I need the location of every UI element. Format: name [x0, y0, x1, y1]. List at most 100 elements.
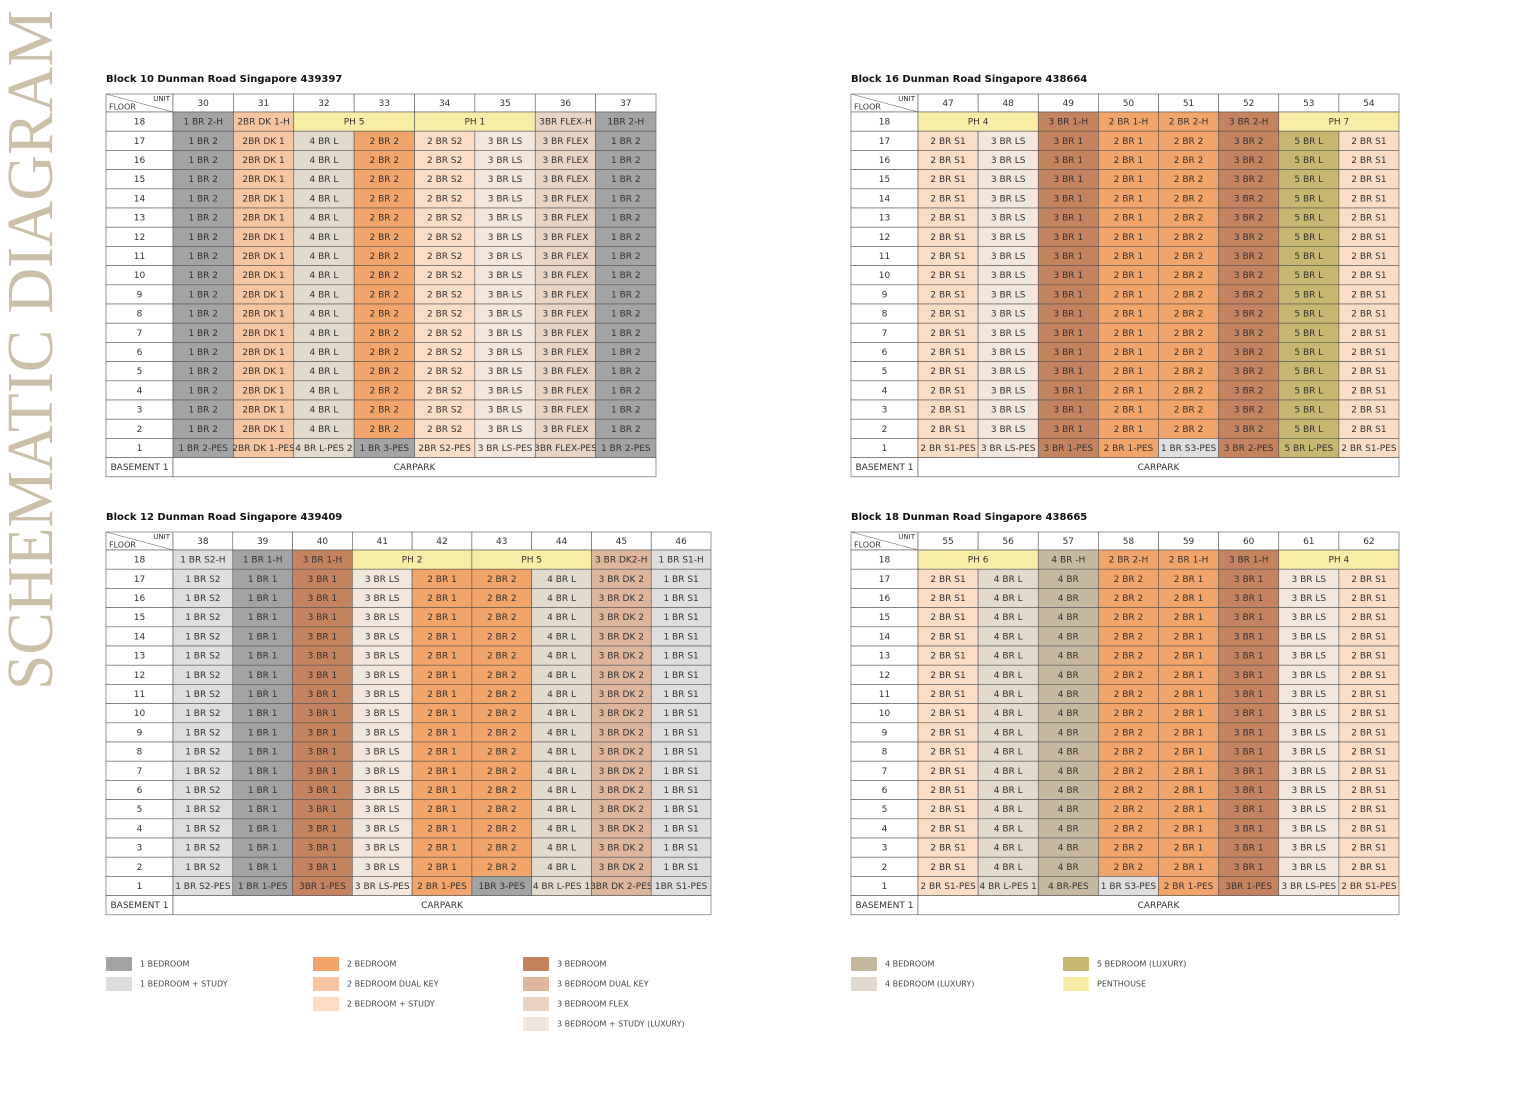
- cell-label: 4 BR L-PES 1: [979, 882, 1036, 892]
- cell-label: 1 BR 1: [248, 594, 278, 604]
- cell-label: 3 BR LS: [991, 406, 1026, 416]
- cell-label: 1 BR S2: [185, 824, 220, 834]
- cell-label: 4 BR L: [547, 575, 576, 585]
- cell-label: 3 BR 1: [1054, 156, 1084, 166]
- cell-label: 1 BR 2: [611, 367, 641, 377]
- cell-label: 16: [879, 156, 891, 166]
- cell-label: 3 BR 2: [1234, 425, 1264, 435]
- cell-label: 3 BR LS: [1292, 575, 1327, 585]
- cell-label: 1 BR 1: [248, 671, 278, 681]
- cell-label: 3 BR LS: [365, 709, 400, 719]
- block-title: Block 10 Dunman Road Singapore 439397: [106, 74, 342, 85]
- cell-label: 3 BR 2-PES: [1224, 444, 1274, 454]
- cell-label: 16: [134, 156, 146, 166]
- legend-label: 1 BEDROOM: [140, 960, 189, 969]
- cell-label: 2 BR S1: [1351, 194, 1386, 204]
- cell-label: 2 BR S1: [1351, 310, 1386, 320]
- cell-label: 3 BR DK 2: [599, 690, 644, 700]
- cell-label: 2 BR S1-PES: [920, 882, 976, 892]
- cell-label: 2 BR S2: [427, 329, 462, 339]
- cell-label: 3 BR FLEX: [542, 156, 588, 166]
- cell-label: 1 BR 2: [188, 194, 218, 204]
- cell-label: 2 BR 1: [1114, 156, 1144, 166]
- cell-label: 1 BR S2: [185, 767, 220, 777]
- cell-label: 1BR 2-H: [607, 118, 644, 128]
- cell-label: 3 BR DK 2: [599, 824, 644, 834]
- cell-label: 3 BR 1: [1234, 671, 1264, 681]
- cell-label: 1 BR 2: [611, 156, 641, 166]
- cell-label: 3BR FLEX-PES: [534, 444, 597, 454]
- cell-label: 4 BR L: [309, 406, 338, 416]
- cell-label: 1 BR 2: [188, 310, 218, 320]
- cell-label: 3 BR LS: [365, 652, 400, 662]
- cell-label: 2 BR 2: [487, 671, 517, 681]
- corner-diagonal: [105, 93, 174, 113]
- cell-label: 3 BR LS: [488, 194, 523, 204]
- cell-label: 3 BR 1: [1054, 367, 1084, 377]
- cell-label: 3 BR 1: [308, 709, 338, 719]
- cell-label: 3 BR LS: [365, 767, 400, 777]
- cell-label: 1 BR 1: [248, 709, 278, 719]
- unit-label: UNIT: [898, 95, 915, 103]
- cell-label: 2 BR 1: [427, 709, 457, 719]
- cell-label: 3 BR LS: [1292, 728, 1327, 738]
- cell-label: 4: [137, 824, 143, 834]
- cell-label: 36: [560, 99, 572, 109]
- cell-label: 60: [1243, 537, 1255, 547]
- cell-label: 3 BR 1: [308, 786, 338, 796]
- cell-label: 3 BR DK 2: [599, 844, 644, 854]
- cell-label: 3 BR LS: [488, 367, 523, 377]
- cell-label: 1 BR 2: [188, 348, 218, 358]
- cell-label: 7: [137, 329, 143, 339]
- cell-label: 3 BR 2: [1234, 329, 1264, 339]
- cell-label: 5 BR L: [1294, 156, 1323, 166]
- cell-label: 1 BR S1: [663, 671, 698, 681]
- cell-label: 4 BR L: [994, 786, 1023, 796]
- cell-label: 2 BR S1: [930, 137, 965, 147]
- cell-label: 2 BR 1-PES: [1104, 444, 1154, 454]
- cell-label: 2 BR 2: [487, 748, 517, 758]
- cell-label: 3 BR LS: [991, 233, 1026, 243]
- cell-label: 1 BR S1: [663, 652, 698, 662]
- cell-label: 2 BR 1: [1114, 367, 1144, 377]
- cell-label: BASEMENT 1: [856, 463, 914, 473]
- cell-label: 3 BR LS: [991, 386, 1026, 396]
- cell-label: 5 BR L: [1294, 348, 1323, 358]
- cell-label: 3 BR 1: [308, 824, 338, 834]
- cell-label: 3 BR FLEX: [542, 310, 588, 320]
- cell-label: 2 BR 2: [370, 214, 400, 224]
- cell-label: 3 BR 1: [1054, 406, 1084, 416]
- cell-label: 2 BR S1: [1351, 728, 1386, 738]
- cell-label: 3 BR 2: [1234, 290, 1264, 300]
- cell-label: 3 BR DK 2: [599, 728, 644, 738]
- cell-label: 3 BR LS: [991, 367, 1026, 377]
- cell-label: 2 BR 2: [1174, 233, 1204, 243]
- cell-label: 2 BR 1: [427, 824, 457, 834]
- cell-label: 3: [137, 844, 143, 854]
- cell-label: 2 BR 1: [1114, 233, 1144, 243]
- cell-label: 3 BR LS: [991, 271, 1026, 281]
- cell-label: 61: [1303, 537, 1314, 547]
- cell-label: 2 BR S1: [930, 252, 965, 262]
- cell-label: 2 BR 2: [487, 690, 517, 700]
- unit-label: UNIT: [153, 533, 170, 541]
- cell-label: 3 BR LS: [1292, 709, 1327, 719]
- cell-label: 4 BR L: [547, 767, 576, 777]
- cell-label: 4: [137, 386, 143, 396]
- cell-label: 14: [134, 194, 146, 204]
- cell-label: 1 BR 2: [611, 137, 641, 147]
- cell-label: 4 BR L: [309, 348, 338, 358]
- cell-label: 4 BR: [1058, 863, 1079, 873]
- cell-label: 3 BR 1: [308, 575, 338, 585]
- cell-label: 2 BR S1: [930, 290, 965, 300]
- cell-label: 3 BR 1: [1054, 310, 1084, 320]
- cell-label: 2 BR S1: [930, 175, 965, 185]
- cell-label: 2 BR S1: [930, 156, 965, 166]
- legend-label: 3 BEDROOM: [557, 960, 606, 969]
- cell-label: 1 BR S3-PES: [1161, 444, 1217, 454]
- cell-label: 4 BR L: [547, 805, 576, 815]
- cell-label: 4 BR: [1058, 690, 1079, 700]
- cell-label: 55: [942, 537, 953, 547]
- cell-label: 3 BR 1-PES: [1043, 444, 1093, 454]
- cell-label: 2 BR S2: [427, 271, 462, 281]
